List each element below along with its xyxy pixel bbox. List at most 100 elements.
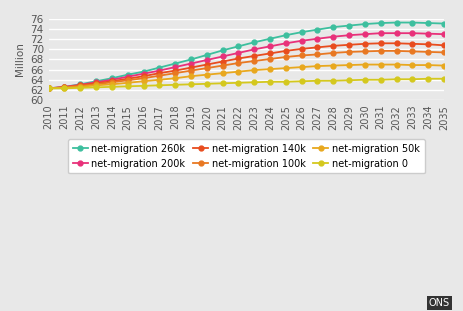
net-migration 0 bbox=[188, 82, 194, 86]
net-migration 100k bbox=[204, 66, 209, 70]
net-migration 200k bbox=[125, 75, 130, 79]
net-migration 100k bbox=[361, 49, 367, 53]
net-migration 0 bbox=[377, 78, 383, 81]
net-migration 140k bbox=[314, 45, 319, 49]
net-migration 140k bbox=[409, 42, 414, 46]
net-migration 0 bbox=[46, 86, 51, 90]
net-migration 200k bbox=[140, 72, 146, 76]
net-migration 100k bbox=[298, 53, 304, 57]
net-migration 50k bbox=[125, 81, 130, 85]
net-migration 260k bbox=[440, 22, 446, 26]
net-migration 140k bbox=[188, 66, 194, 69]
net-migration 100k bbox=[46, 86, 51, 90]
net-migration 100k bbox=[377, 49, 383, 53]
net-migration 100k bbox=[62, 86, 67, 89]
net-migration 100k bbox=[251, 59, 257, 63]
net-migration 200k bbox=[62, 85, 67, 89]
net-migration 0 bbox=[204, 82, 209, 86]
net-migration 0 bbox=[314, 79, 319, 83]
net-migration 200k bbox=[393, 31, 399, 35]
net-migration 50k bbox=[330, 64, 335, 67]
net-migration 260k bbox=[267, 37, 272, 41]
Text: ONS: ONS bbox=[428, 298, 449, 308]
Line: net-migration 200k: net-migration 200k bbox=[46, 31, 445, 91]
net-migration 0 bbox=[251, 81, 257, 84]
net-migration 200k bbox=[409, 31, 414, 35]
net-migration 140k bbox=[125, 77, 130, 81]
net-migration 140k bbox=[251, 54, 257, 58]
net-migration 140k bbox=[156, 71, 162, 75]
net-migration 140k bbox=[62, 86, 67, 89]
net-migration 50k bbox=[425, 63, 430, 67]
net-migration 0 bbox=[77, 86, 83, 90]
net-migration 140k bbox=[140, 74, 146, 78]
net-migration 50k bbox=[109, 82, 114, 86]
net-migration 260k bbox=[235, 44, 241, 48]
net-migration 200k bbox=[251, 48, 257, 51]
Line: net-migration 100k: net-migration 100k bbox=[46, 49, 445, 91]
net-migration 140k bbox=[282, 49, 288, 53]
net-migration 0 bbox=[330, 79, 335, 83]
net-migration 50k bbox=[345, 63, 351, 67]
net-migration 0 bbox=[125, 85, 130, 88]
net-migration 50k bbox=[409, 63, 414, 67]
net-migration 100k bbox=[93, 82, 99, 86]
net-migration 140k bbox=[77, 83, 83, 87]
net-migration 200k bbox=[172, 65, 178, 69]
net-migration 140k bbox=[93, 81, 99, 85]
net-migration 140k bbox=[219, 60, 225, 63]
net-migration 50k bbox=[46, 86, 51, 90]
net-migration 200k bbox=[361, 32, 367, 36]
net-migration 0 bbox=[93, 86, 99, 89]
Legend: net-migration 260k, net-migration 200k, net-migration 140k, net-migration 100k, : net-migration 260k, net-migration 200k, … bbox=[68, 139, 424, 174]
net-migration 140k bbox=[235, 57, 241, 60]
net-migration 50k bbox=[393, 63, 399, 67]
net-migration 50k bbox=[298, 65, 304, 69]
net-migration 50k bbox=[235, 70, 241, 73]
net-migration 0 bbox=[345, 78, 351, 82]
net-migration 200k bbox=[93, 81, 99, 84]
net-migration 100k bbox=[330, 51, 335, 55]
net-migration 0 bbox=[361, 78, 367, 81]
net-migration 100k bbox=[409, 49, 414, 53]
net-migration 50k bbox=[377, 63, 383, 67]
net-migration 140k bbox=[109, 79, 114, 83]
net-migration 0 bbox=[425, 77, 430, 81]
net-migration 260k bbox=[172, 62, 178, 65]
Y-axis label: Million: Million bbox=[15, 43, 25, 77]
net-migration 200k bbox=[314, 37, 319, 41]
net-migration 100k bbox=[282, 55, 288, 59]
net-migration 100k bbox=[267, 57, 272, 61]
net-migration 200k bbox=[46, 86, 51, 90]
net-migration 100k bbox=[156, 74, 162, 77]
net-migration 100k bbox=[125, 78, 130, 82]
Line: net-migration 50k: net-migration 50k bbox=[46, 62, 445, 91]
net-migration 260k bbox=[140, 70, 146, 73]
net-migration 50k bbox=[204, 73, 209, 77]
net-migration 0 bbox=[282, 80, 288, 84]
net-migration 260k bbox=[125, 73, 130, 77]
net-migration 260k bbox=[345, 24, 351, 27]
net-migration 100k bbox=[425, 50, 430, 54]
net-migration 140k bbox=[361, 42, 367, 46]
net-migration 140k bbox=[393, 41, 399, 45]
net-migration 100k bbox=[109, 81, 114, 84]
net-migration 100k bbox=[77, 84, 83, 88]
net-migration 260k bbox=[361, 22, 367, 26]
net-migration 0 bbox=[219, 81, 225, 85]
net-migration 50k bbox=[140, 79, 146, 83]
net-migration 50k bbox=[251, 68, 257, 72]
net-migration 50k bbox=[440, 64, 446, 67]
net-migration 0 bbox=[109, 85, 114, 89]
net-migration 50k bbox=[156, 78, 162, 81]
net-migration 260k bbox=[409, 21, 414, 24]
net-migration 100k bbox=[393, 49, 399, 53]
net-migration 50k bbox=[219, 71, 225, 75]
net-migration 50k bbox=[361, 63, 367, 67]
net-migration 260k bbox=[93, 79, 99, 83]
net-migration 200k bbox=[188, 62, 194, 65]
net-migration 100k bbox=[345, 50, 351, 54]
net-migration 100k bbox=[188, 69, 194, 72]
net-migration 100k bbox=[172, 71, 178, 75]
net-migration 100k bbox=[440, 51, 446, 54]
